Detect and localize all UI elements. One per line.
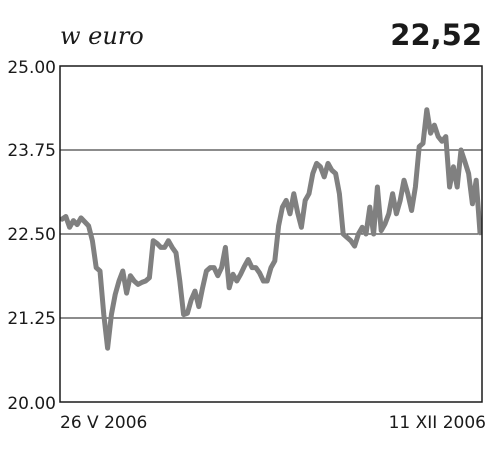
y-tick-label: 25.00 <box>7 58 56 78</box>
price-line <box>59 107 483 351</box>
x-start-label: 26 V 2006 <box>60 413 147 433</box>
y-tick-label: 21.25 <box>7 309 56 329</box>
last-value: 22,52 <box>390 18 482 52</box>
y-tick-label: 20.00 <box>7 394 56 414</box>
y-tick-label: 22.50 <box>7 225 56 245</box>
plot-frame <box>59 65 483 403</box>
unit-label: w euro <box>60 22 144 50</box>
x-end-label: 11 XII 2006 <box>389 413 486 433</box>
y-tick-label: 23.75 <box>7 141 56 161</box>
